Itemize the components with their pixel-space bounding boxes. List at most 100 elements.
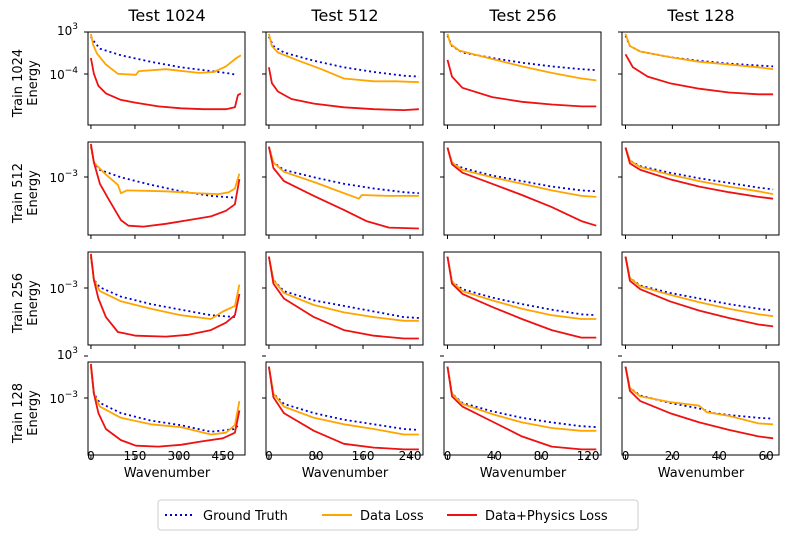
panel-frame <box>87 141 246 236</box>
y-tick-row4-top-base: 10 <box>57 348 72 362</box>
series-data-loss <box>624 33 774 71</box>
row-label-1: Train 1024Energy <box>11 49 41 118</box>
series-data-loss <box>90 256 241 320</box>
x-axis-label-4: Wavenumber <box>658 466 745 481</box>
panel-r1-c4 <box>618 31 780 129</box>
x-tick-label-c4: 0 <box>622 449 630 463</box>
panel-r1-c3 <box>440 31 602 129</box>
panel-r3-c3 <box>440 251 602 349</box>
panel-r4-c4 <box>618 355 780 459</box>
panel-r2-c1 <box>84 141 246 239</box>
row-label-4-energy: Energy <box>26 390 41 436</box>
y-tick-row2-base: 10 <box>49 171 64 185</box>
x-tick-labels: 0 150 300 450 0 80 160 240 0 40 80 120 0 20 40 60 <box>87 449 774 463</box>
series-data-loss <box>624 256 774 318</box>
panel-frame <box>621 31 780 126</box>
series-ground-truth <box>624 256 774 312</box>
column-title-2: Test 512 <box>310 6 378 25</box>
series-data-loss <box>268 146 419 200</box>
panel-frame <box>443 31 602 126</box>
column-title-3: Test 256 <box>488 6 556 25</box>
panel-frame <box>265 361 424 456</box>
row-labels: Train 1024Energy Train 512Energy Train 2… <box>11 49 41 444</box>
series-data-physics-loss <box>268 366 419 451</box>
x-axis-label-2: Wavenumber <box>302 466 389 481</box>
series-data-physics-loss <box>268 67 419 111</box>
y-tick-row4-top: 103 <box>57 346 78 362</box>
y-tick-row3-base: 10 <box>49 282 64 296</box>
series-ground-truth <box>446 256 597 317</box>
series-data-loss <box>268 256 419 322</box>
subplot-grid <box>84 31 780 459</box>
panel-r2-c3 <box>440 141 602 239</box>
y-tick-row3-exp: −3 <box>65 280 78 290</box>
panel-r4-c1 <box>84 355 246 459</box>
panel-r1-c1 <box>84 31 246 129</box>
panel-r3-c2 <box>262 251 424 349</box>
legend: Ground Truth Data Loss Data+Physics Loss <box>157 499 639 531</box>
series-data-physics-loss <box>446 256 597 339</box>
column-titles: Test 1024 Test 512 Test 256 Test 128 <box>127 6 734 25</box>
panel-r4-c2 <box>262 355 424 459</box>
series-data-loss <box>624 147 774 195</box>
row-label-2: Train 512Energy <box>11 163 41 224</box>
series-data-physics-loss <box>268 256 419 340</box>
series-data-physics-loss <box>90 253 241 338</box>
series-data-physics-loss <box>624 53 774 96</box>
panel-r2-c4 <box>618 141 780 239</box>
series-data-loss <box>90 146 241 196</box>
panel-frame <box>265 141 424 236</box>
panel-frame <box>87 31 246 126</box>
series-data-physics-loss <box>90 143 241 228</box>
legend-label-ground-truth: Ground Truth <box>203 509 288 524</box>
y-tick-row4-bottom-exp: −3 <box>65 390 78 400</box>
series-data-loss <box>90 366 241 436</box>
y-tick-row1-bottom: 10−4 <box>49 66 78 82</box>
x-tick-label-c4: 60 <box>758 449 773 463</box>
y-tick-row2-exp: −3 <box>65 169 78 179</box>
series-data-physics-loss <box>90 363 241 448</box>
x-tick-label-c2: 240 <box>399 449 422 463</box>
y-tick-row4-bottom: 10−3 <box>49 390 78 406</box>
x-axis-label-1: Wavenumber <box>124 466 211 481</box>
panel-r3-c1 <box>84 251 246 349</box>
row-label-4-train: Train 128 <box>11 383 26 444</box>
x-tick-label-c3: 80 <box>534 449 549 463</box>
series-data-physics-loss <box>268 146 419 230</box>
series-ground-truth <box>268 36 419 78</box>
x-tick-label-c2: 0 <box>265 449 273 463</box>
row-label-3-train: Train 256 <box>11 273 26 334</box>
panel-r1-c2 <box>262 31 424 129</box>
series-data-physics-loss <box>624 147 774 200</box>
x-tick-label-c2: 80 <box>308 449 323 463</box>
panel-r2-c2 <box>262 141 424 239</box>
x-tick-label-c1: 300 <box>168 449 191 463</box>
row-label-3: Train 256Energy <box>11 273 41 334</box>
y-tick-row1-top-base: 10 <box>57 24 72 38</box>
x-tick-label-c4: 40 <box>712 449 727 463</box>
series-data-physics-loss <box>90 57 242 111</box>
panel-r4-c3 <box>440 355 602 459</box>
series-data-physics-loss <box>446 366 597 451</box>
y-tick-labels: 103 10−4 10−3 10−3 103 10−3 <box>49 22 78 406</box>
x-tick-label-c2: 160 <box>352 449 375 463</box>
row-label-2-train: Train 512 <box>11 163 26 224</box>
series-data-physics-loss <box>446 147 597 227</box>
x-tick-label-c1: 450 <box>212 449 235 463</box>
series-data-physics-loss <box>624 366 774 440</box>
panel-frame <box>621 141 780 236</box>
series-data-loss <box>268 33 419 84</box>
panel-frame <box>443 361 602 456</box>
series-data-loss <box>90 33 242 76</box>
series-data-loss <box>446 33 597 82</box>
x-tick-label-c3: 120 <box>577 449 600 463</box>
y-tick-row4-bottom-base: 10 <box>49 392 64 406</box>
y-tick-row3: 10−3 <box>49 280 78 296</box>
y-tick-row1-bottom-base: 10 <box>49 68 64 82</box>
legend-label-data-physics-loss: Data+Physics Loss <box>485 509 608 524</box>
panel-frame <box>443 251 602 346</box>
x-tick-label-c1: 150 <box>124 449 147 463</box>
series-data-physics-loss <box>624 256 774 328</box>
row-label-3-energy: Energy <box>26 280 41 326</box>
